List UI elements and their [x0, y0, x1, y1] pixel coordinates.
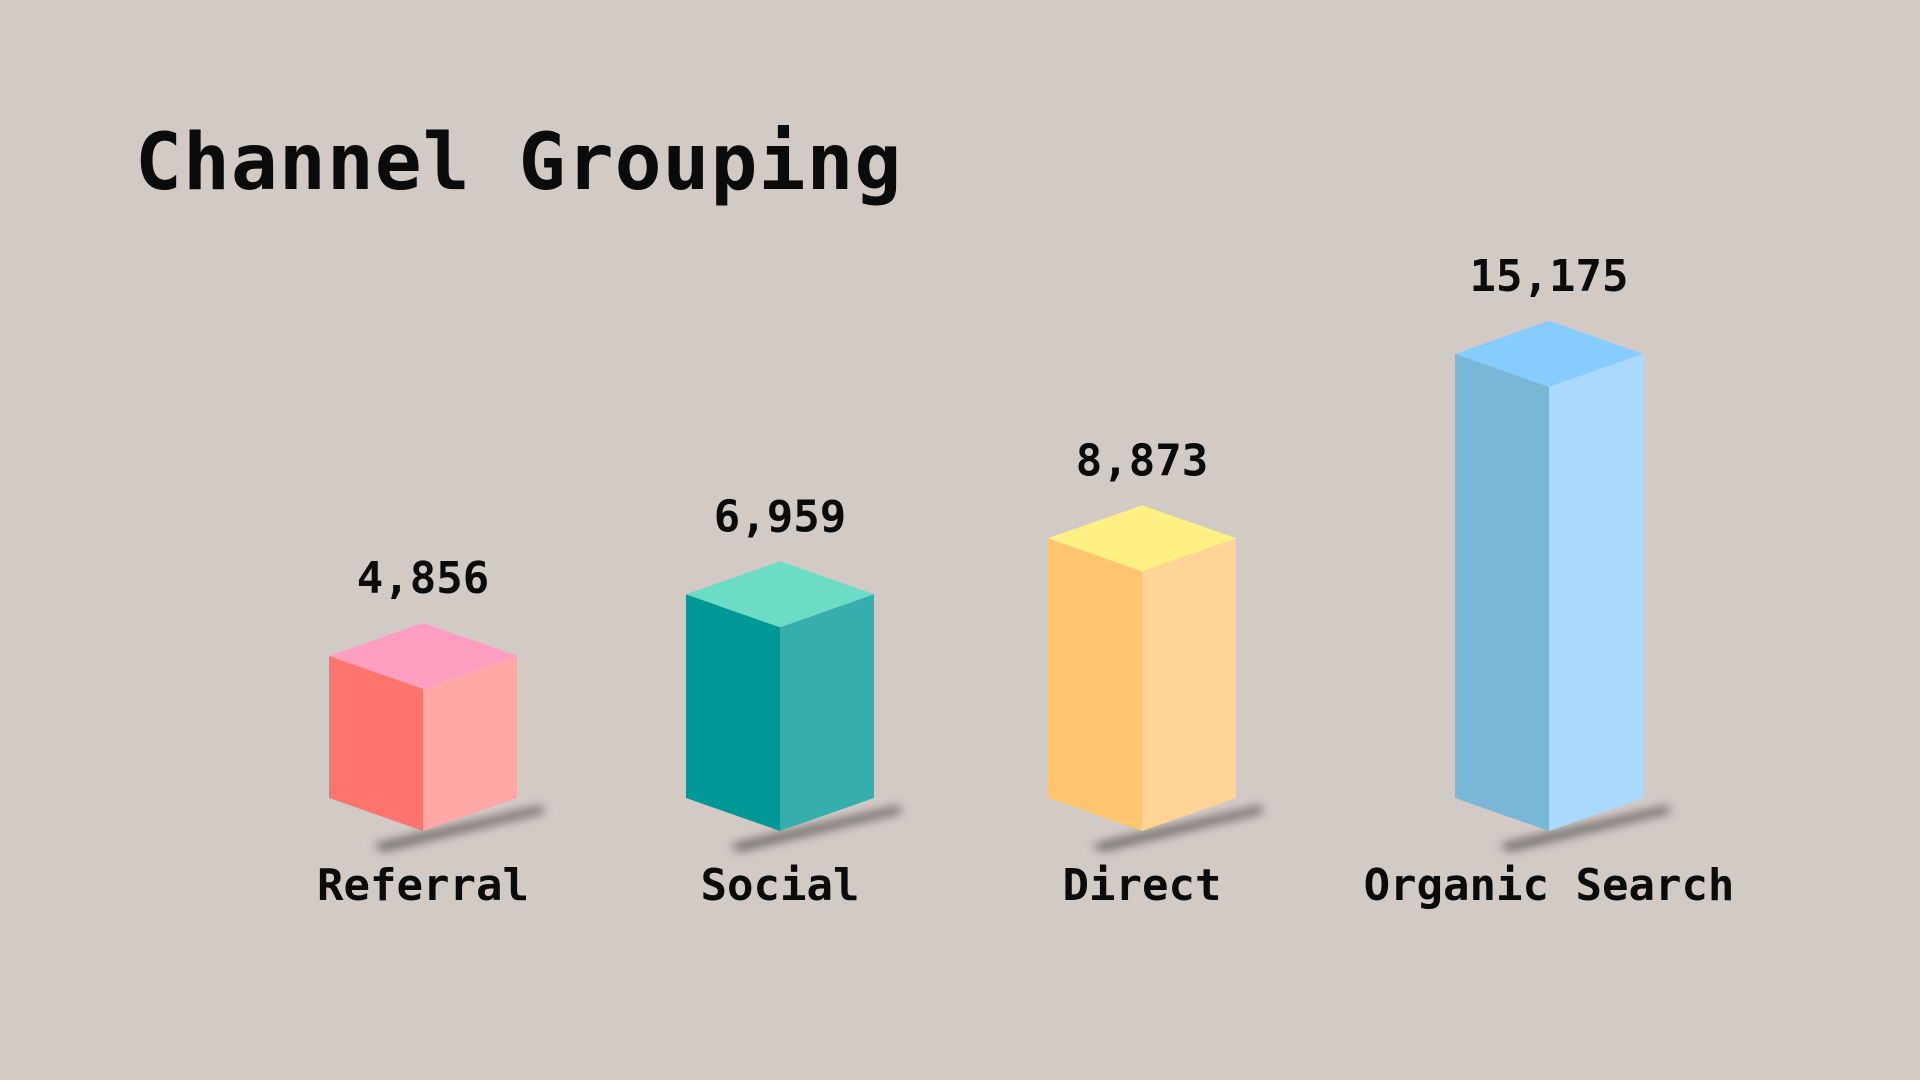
- category-label: Direct: [1063, 860, 1222, 911]
- bar-left-face: [1048, 538, 1142, 831]
- bar-right-face: [1142, 538, 1236, 831]
- chart-title: Channel Grouping: [135, 118, 903, 208]
- bar-right-face: [780, 594, 874, 831]
- value-label: 15,175: [1470, 251, 1629, 302]
- bar-social: 6,959 Social: [686, 491, 902, 911]
- bars-group: 4,856 Referral 6,959 Social 8,873 Direct 15,17…: [317, 251, 1734, 911]
- bar-referral: 4,856 Referral: [317, 553, 545, 911]
- value-label: 6,959: [714, 491, 846, 542]
- category-label: Organic Search: [1364, 860, 1735, 911]
- bar-right-face: [1549, 353, 1643, 831]
- bar-shadow: [1499, 806, 1671, 851]
- bar-shadow: [1092, 806, 1264, 851]
- category-label: Referral: [317, 860, 529, 911]
- bar-right-face: [423, 655, 517, 831]
- value-label: 8,873: [1076, 435, 1208, 486]
- bar-left-face: [329, 655, 423, 831]
- bar-left-face: [686, 594, 780, 831]
- category-label: Social: [701, 860, 860, 911]
- value-label: 4,856: [357, 553, 489, 604]
- bar-top-face: [1048, 505, 1236, 572]
- bar-top-face: [686, 561, 874, 628]
- bar-shadow: [730, 806, 902, 851]
- bar-top-face: [1455, 320, 1643, 387]
- bar-top-face: [329, 622, 517, 689]
- bar-organic-search: 15,175 Organic Search: [1364, 251, 1735, 911]
- bar-direct: 8,873 Direct: [1048, 435, 1264, 911]
- bar-left-face: [1455, 353, 1549, 831]
- bar-shadow: [373, 806, 545, 851]
